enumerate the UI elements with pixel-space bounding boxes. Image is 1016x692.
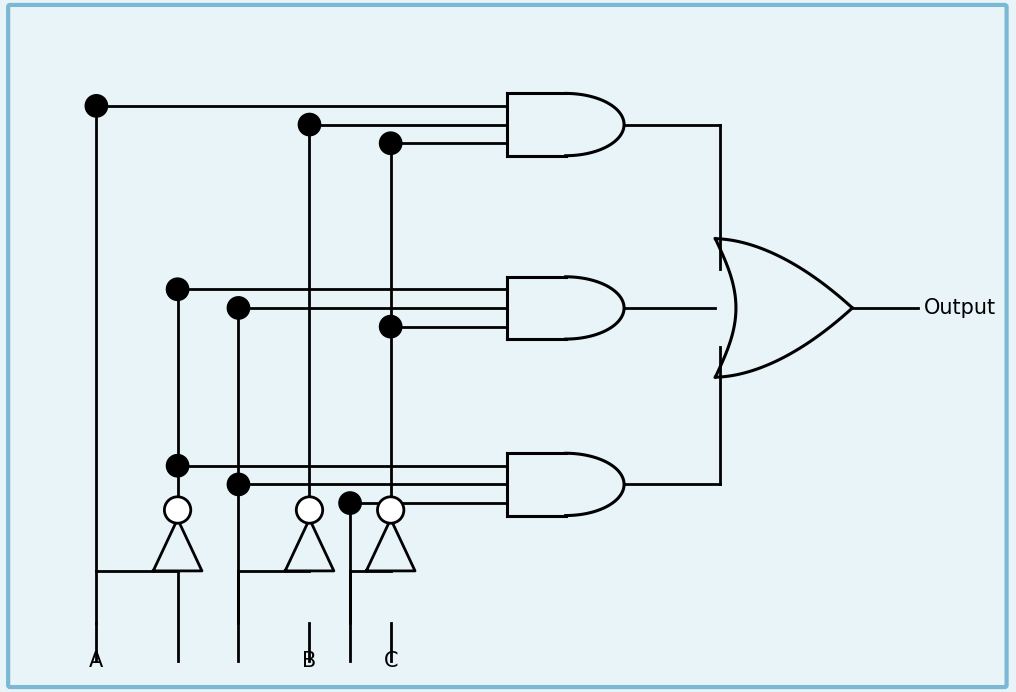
Circle shape bbox=[299, 113, 321, 136]
Text: C: C bbox=[383, 651, 398, 671]
Circle shape bbox=[85, 95, 108, 117]
Text: B: B bbox=[303, 651, 317, 671]
Circle shape bbox=[339, 492, 362, 514]
Circle shape bbox=[380, 132, 402, 154]
FancyBboxPatch shape bbox=[8, 5, 1007, 687]
Circle shape bbox=[165, 497, 191, 523]
Circle shape bbox=[380, 316, 402, 338]
Circle shape bbox=[228, 297, 250, 319]
Circle shape bbox=[378, 497, 404, 523]
Circle shape bbox=[297, 497, 323, 523]
Text: A: A bbox=[89, 651, 104, 671]
Text: Output: Output bbox=[924, 298, 996, 318]
Circle shape bbox=[167, 455, 189, 477]
Circle shape bbox=[167, 278, 189, 300]
Circle shape bbox=[228, 473, 250, 495]
